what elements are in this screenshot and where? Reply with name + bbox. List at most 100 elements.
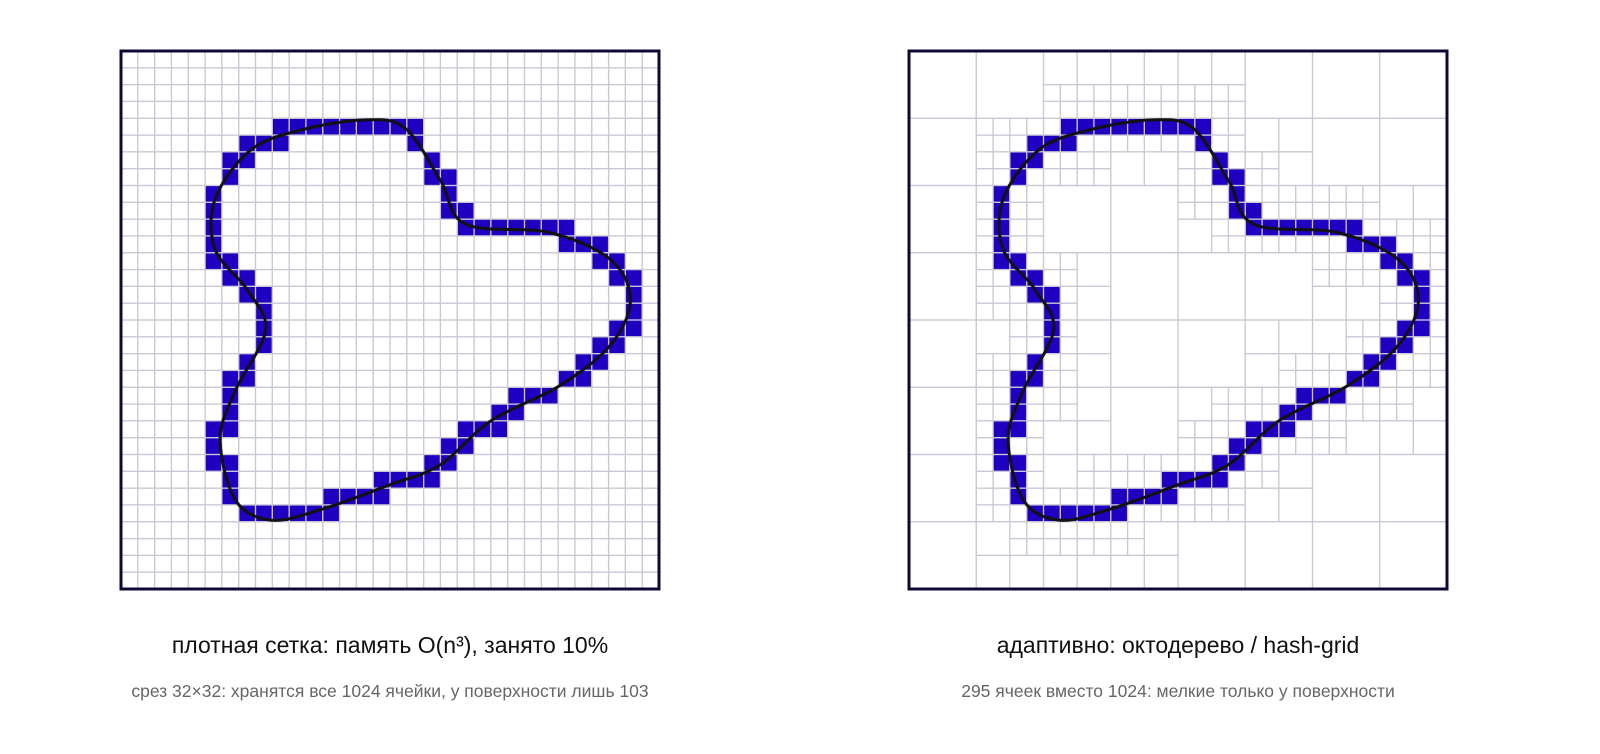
surface-cell [373, 488, 390, 505]
surface-cell [322, 488, 340, 505]
surface-cell [322, 118, 340, 136]
surface-cell [1245, 437, 1263, 455]
surface-cell [1245, 202, 1263, 220]
surface-cell [1194, 118, 1212, 136]
surface-cell [558, 219, 575, 236]
surface-cell [1161, 488, 1178, 505]
surface-cell [507, 219, 525, 236]
surface-cell [1009, 168, 1027, 186]
surface-cell [1346, 219, 1363, 236]
surface-cell [255, 286, 273, 304]
surface-cell [1060, 135, 1078, 152]
surface-cell [221, 168, 239, 186]
surface-cell [238, 353, 256, 371]
surface-cell [373, 118, 390, 136]
surface-cell [1144, 118, 1162, 136]
surface-cell [1060, 504, 1078, 522]
surface-cell [1211, 471, 1229, 489]
surface-cell [406, 118, 424, 136]
surface-cell [507, 387, 525, 405]
surface-cell [1228, 168, 1246, 186]
surface-cell [440, 168, 458, 186]
surface-cell [1228, 454, 1246, 472]
panel-subtitle: срез 32×32: хранятся все 1024 ячейки, у … [131, 681, 648, 701]
surface-cell [1329, 387, 1347, 405]
surface-cell [1228, 437, 1246, 455]
surface-cell [1295, 219, 1313, 236]
surface-cell [1396, 320, 1414, 337]
surface-cell [1278, 219, 1296, 236]
surface-cell [1413, 320, 1431, 337]
surface-cell [625, 269, 643, 287]
panel-border [907, 49, 1449, 591]
surface-cell [1245, 420, 1263, 438]
surface-cell [221, 252, 239, 270]
surface-cell [1278, 420, 1296, 438]
surface-cell [221, 454, 239, 472]
surface-curve [997, 118, 1420, 522]
surface-cell [591, 252, 609, 270]
surface-cell [608, 320, 626, 337]
adaptive-grid-panel [907, 49, 1449, 591]
surface-cell [608, 252, 626, 270]
surface-cell [1043, 320, 1061, 337]
surface-cell [1110, 118, 1128, 136]
surface-cell [993, 437, 1010, 455]
surface-cell [205, 454, 222, 472]
surface-cell [272, 135, 290, 152]
surface-cell [1110, 488, 1128, 505]
surface-cell [205, 420, 222, 438]
surface-cell [993, 454, 1010, 472]
surface-cell [1362, 370, 1380, 388]
surface-cell [238, 286, 256, 304]
surface-cell [993, 219, 1010, 236]
dense-grid-panel [119, 49, 661, 591]
surface-cell [272, 504, 290, 522]
surface-cell [423, 471, 441, 489]
surface-curve [209, 118, 632, 522]
surface-cell [373, 471, 390, 489]
surface-cell [1379, 252, 1397, 270]
panel-title: адаптивно: октодерево / hash-grid [997, 632, 1360, 658]
surface-cell [1009, 370, 1027, 388]
panel-subtitle: 295 ячеек вместо 1024: мелкие только у п… [961, 681, 1395, 701]
surface-cell [1379, 336, 1397, 354]
surface-cell [272, 118, 290, 136]
surface-cell [255, 320, 273, 337]
surface-cell [457, 202, 475, 220]
surface-cell [1043, 286, 1061, 304]
surface-cell [490, 420, 508, 438]
surface-cell [1413, 269, 1431, 287]
surface-cell [205, 219, 222, 236]
surface-cell [1009, 252, 1027, 270]
surface-cell [574, 370, 592, 388]
surface-cell [1009, 454, 1027, 472]
surface-cell [1009, 420, 1027, 438]
surface-cell [1396, 252, 1414, 270]
surface-cell [541, 387, 559, 405]
surface-cell [1295, 387, 1313, 405]
surface-cell [356, 118, 374, 136]
surface-cell [1026, 286, 1044, 304]
surface-cell [440, 454, 458, 472]
surface-cell [490, 219, 508, 236]
surface-cell [1312, 219, 1330, 236]
surface-cell [440, 437, 458, 455]
surface-cell [221, 370, 239, 388]
surface-cell [993, 420, 1010, 438]
panel-title: плотная сетка: память O(n³), занято 10% [172, 632, 608, 658]
surface-cell [1161, 118, 1178, 136]
surface-cell [1026, 353, 1044, 371]
surface-cell [457, 437, 475, 455]
surface-cell [524, 219, 542, 236]
surface-cell [457, 420, 475, 438]
panel-border [119, 49, 661, 591]
surface-cell [221, 420, 239, 438]
surface-cell [591, 336, 609, 354]
surface-cell [1161, 471, 1178, 489]
surface-cell [1060, 118, 1078, 136]
surface-cell [205, 437, 222, 455]
surface-cell [625, 320, 643, 337]
